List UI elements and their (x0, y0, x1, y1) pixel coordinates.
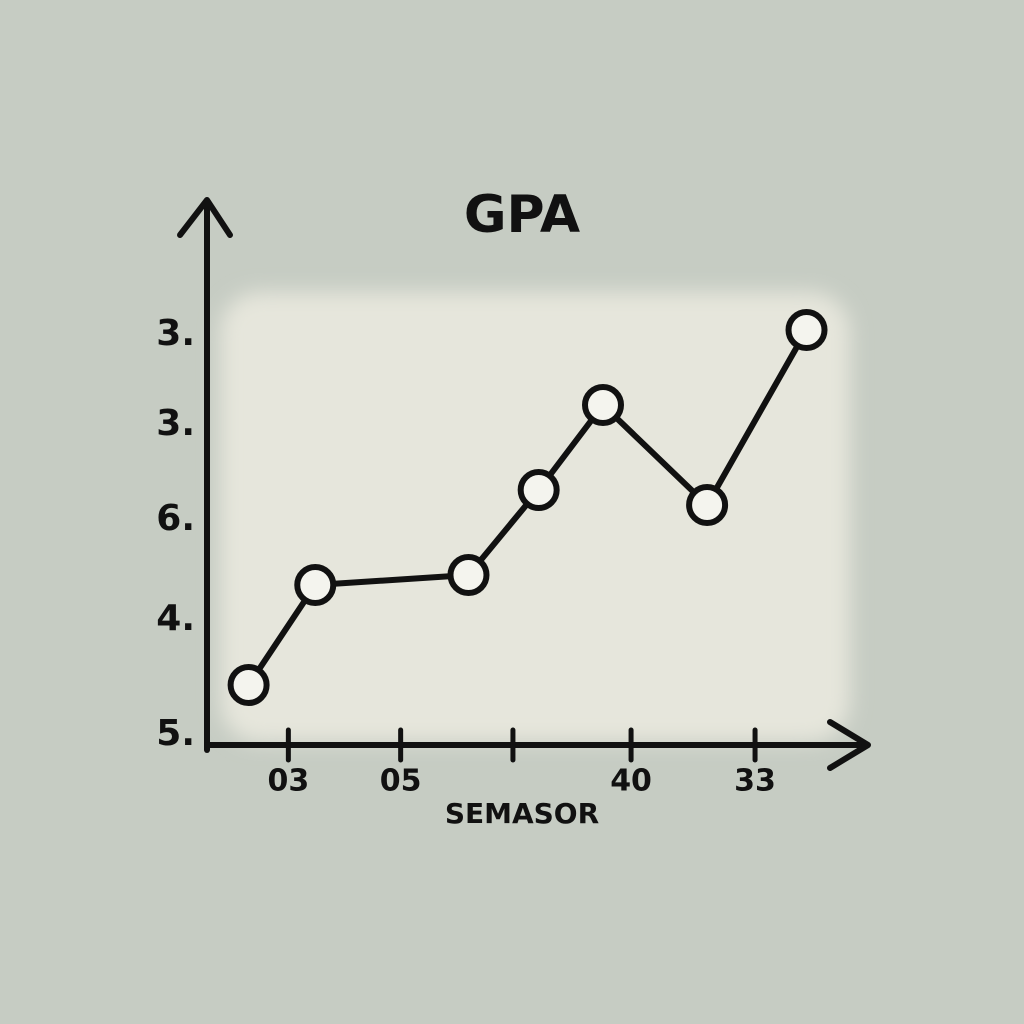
x-axis-label: SEMASOR (445, 797, 599, 830)
data-point (294, 564, 337, 606)
x-tick-label: 33 (734, 764, 776, 799)
data-point (785, 309, 828, 351)
y-tick-label: 6. (156, 498, 195, 539)
data-point (686, 484, 729, 526)
data-point (517, 469, 560, 511)
x-axis-arrow (827, 719, 871, 771)
chart-title: GPA (464, 185, 580, 245)
y-tick-label: 5. (156, 713, 195, 754)
y-tick-label: 4. (156, 598, 195, 639)
y-axis-arrow (177, 197, 233, 238)
x-tick-label: 03 (267, 764, 309, 799)
plot-panel (220, 292, 850, 742)
x-tick-label: 05 (380, 764, 422, 799)
y-tick-label: 3. (156, 403, 195, 444)
data-point (227, 664, 270, 706)
data-point (447, 554, 490, 596)
data-point (582, 384, 624, 426)
y-tick-label: 3. (156, 313, 195, 354)
x-tick-label: 40 (610, 764, 652, 799)
